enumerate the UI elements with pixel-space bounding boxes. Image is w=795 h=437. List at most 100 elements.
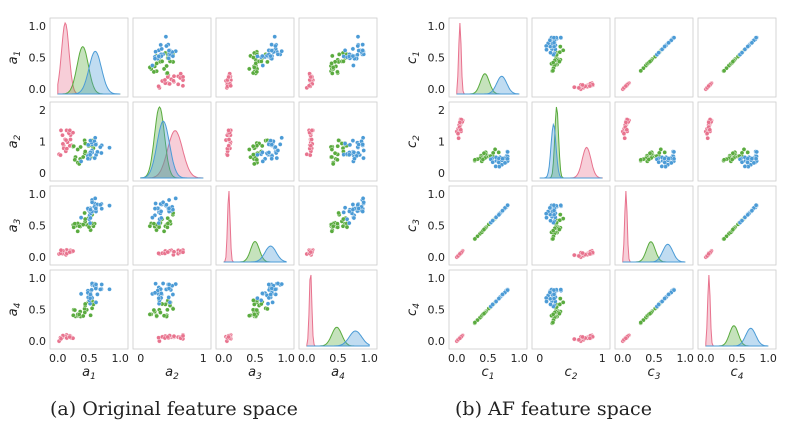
x-axis-label: a4: [331, 365, 345, 382]
scatter-point-blue: [166, 286, 172, 291]
y-tick-label: 1.0: [428, 272, 446, 285]
scatter-point-blue: [166, 295, 171, 300]
scatter-point-red: [623, 83, 629, 89]
cell-frame: [448, 17, 528, 98]
scatter-point-blue: [351, 149, 357, 155]
scatter-point-green: [492, 147, 498, 152]
scatter-point-green: [164, 63, 169, 69]
cell-c3-c1: 0.0 0.5 1.0 c3: [405, 185, 528, 266]
scatter-point-red: [180, 83, 186, 89]
cell-frame: [531, 269, 611, 350]
scatter-point-blue: [272, 34, 278, 40]
cell-c4-c1: 0.0 0.5 1.0 c4 0.0 0.5 1.0 c1: [405, 269, 528, 382]
scatter-point-green: [329, 71, 335, 76]
scatter-point-blue: [742, 47, 748, 52]
scatter-point-green: [330, 65, 336, 70]
scatter-point-green: [557, 49, 563, 55]
scatter-point-blue: [164, 202, 169, 208]
scatter-point-blue: [255, 152, 260, 158]
scatter-point-green: [330, 223, 336, 229]
scatter-point-blue: [490, 218, 496, 223]
scatter-point-blue: [500, 208, 505, 213]
y-axis-label: a1: [6, 51, 23, 65]
scatter-point-green: [558, 212, 563, 217]
scatter-point-blue: [548, 50, 553, 56]
x-axis-label: c2: [565, 365, 578, 382]
scatter-point-green: [82, 210, 87, 216]
scatter-point-green: [154, 227, 159, 233]
scatter-point-green: [557, 227, 562, 232]
scatter-point-blue: [153, 201, 158, 206]
scatter-point-blue: [558, 35, 564, 40]
y-tick-label: 0.0: [29, 251, 47, 264]
scatter-point-blue: [173, 196, 178, 201]
cell-a4-a2: 0 1 a2: [132, 269, 212, 382]
scatter-point-green: [662, 150, 668, 155]
scatter-point-blue: [347, 142, 353, 148]
cell-a2-a4: [298, 101, 378, 182]
kde-curve-blue: [539, 122, 603, 179]
scatter-point-blue: [78, 291, 84, 297]
scatter-point-blue: [662, 44, 667, 49]
scatter-point-green: [550, 68, 556, 74]
scatter-point-green: [329, 147, 335, 152]
cell-a3-a1: 0.0 0.5 1.0 a3: [6, 185, 129, 266]
scatter-point-blue: [158, 42, 163, 48]
x-axis-label: c1: [482, 365, 495, 382]
y-tick-label: 0.0: [428, 335, 446, 348]
scatter-point-blue: [274, 155, 280, 161]
scatter-point-blue: [170, 207, 176, 212]
scatter-point-blue: [158, 215, 164, 221]
scatter-point-red: [309, 128, 315, 133]
scatter-point-blue: [273, 292, 279, 297]
cell-c3-c3: [614, 185, 694, 266]
scatter-point-blue: [671, 149, 677, 155]
scatter-point-red: [156, 84, 161, 89]
scatter-point-green: [550, 320, 556, 325]
scatter-point-blue: [167, 300, 173, 305]
scatter-point-green: [246, 66, 252, 72]
scatter-point-blue: [350, 138, 356, 143]
scatter-point-blue: [269, 142, 275, 147]
scatter-point-blue: [656, 50, 662, 56]
scatter-point-blue: [270, 300, 275, 305]
x-tick-label: 1.0: [510, 352, 528, 365]
scatter-point-red: [576, 337, 582, 343]
cell-c1-c3: [614, 17, 694, 98]
scatter-point-blue: [493, 299, 499, 304]
scatter-point-blue: [749, 40, 755, 46]
scatter-point-blue: [95, 149, 100, 155]
scatter-point-red: [456, 135, 461, 141]
kde-curve-blue: [140, 120, 204, 179]
y-axis-label: c2: [405, 135, 422, 148]
scatter-point-green: [170, 306, 176, 312]
scatter-point-red: [58, 128, 64, 133]
scatter-point-blue: [166, 197, 172, 203]
scatter-point-green: [550, 60, 556, 65]
scatter-point-blue: [547, 290, 553, 295]
scatter-point-red: [308, 249, 314, 255]
scatter-point-green: [254, 69, 260, 75]
scatter-point-green: [550, 311, 556, 317]
scatter-point-blue: [93, 300, 99, 305]
scatter-point-blue: [150, 63, 155, 68]
scatter-point-green: [251, 152, 256, 157]
scatter-point-blue: [269, 48, 275, 53]
scatter-point-blue: [749, 156, 755, 161]
scatter-point-green: [557, 311, 562, 317]
scatter-point-red: [309, 137, 314, 142]
scatter-point-green: [558, 296, 563, 301]
scatter-point-blue: [255, 54, 260, 59]
scatter-point-blue: [273, 43, 278, 49]
scatter-point-blue: [78, 215, 84, 220]
scatter-point-blue: [279, 48, 285, 54]
x-tick-label: 0.0: [298, 352, 316, 365]
scatter-point-blue: [505, 287, 510, 293]
scatter-point-green: [165, 224, 170, 230]
scatter-point-blue: [275, 52, 281, 57]
scatter-point-blue: [260, 159, 266, 164]
scatter-point-green: [481, 311, 487, 317]
x-tick-label: 0.0: [697, 352, 715, 365]
scatter-point-blue: [753, 202, 759, 208]
scatter-point-blue: [99, 282, 104, 287]
